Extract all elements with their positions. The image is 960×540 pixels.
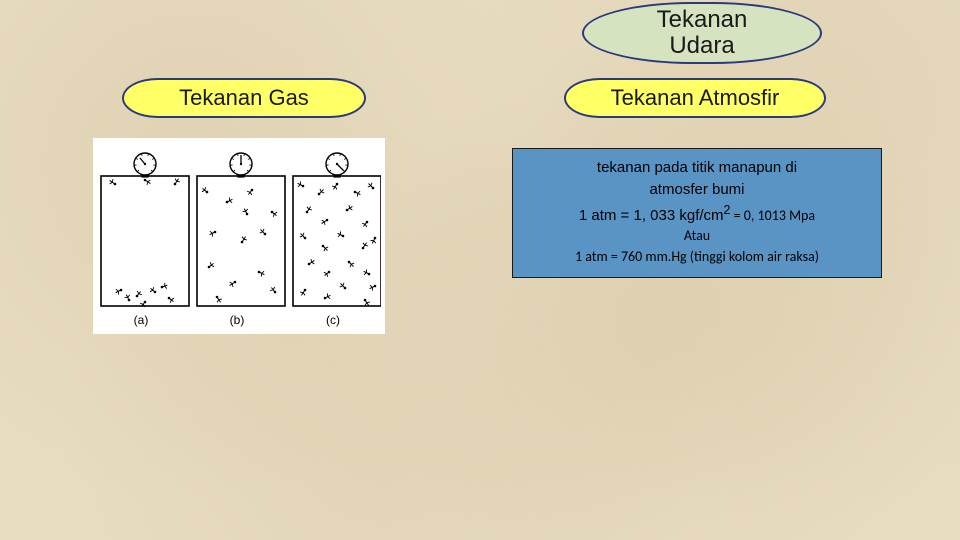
- info-line2: atmosfer bumi: [521, 179, 873, 201]
- title-line2: Udara: [669, 32, 734, 59]
- info-line1: tekanan pada titik manapun di: [521, 157, 873, 179]
- svg-text:(a): (a): [134, 313, 149, 327]
- atmos-info-box: tekanan pada titik manapun di atmosfer b…: [512, 148, 882, 278]
- title-line1: Tekanan: [657, 6, 748, 33]
- info-l3a: 1 atm = 1, 033 kgf/cm: [579, 207, 724, 224]
- info-l3b: = 0, 1013 Mpa: [730, 207, 815, 224]
- gas-diagram: (a) (b) (c): [93, 138, 385, 334]
- gas-pill: Tekanan Gas: [122, 78, 366, 118]
- gas-pill-label: Tekanan Gas: [179, 86, 309, 110]
- info-line4: Atau: [521, 226, 873, 246]
- info-line3: 1 atm = 1, 033 kgf/cm2 = 0, 1013 Mpa: [521, 201, 873, 227]
- title-pill: Tekanan Udara: [582, 2, 822, 64]
- svg-text:(c): (c): [326, 313, 340, 327]
- atmos-pill-label: Tekanan Atmosfir: [611, 86, 780, 110]
- atmos-pill: Tekanan Atmosfir: [564, 78, 826, 118]
- info-line5: 1 atm = 760 mm.Hg (tinggi kolom air raks…: [521, 247, 873, 267]
- gas-diagram-svg: (a) (b) (c): [97, 142, 381, 330]
- svg-text:(b): (b): [230, 313, 245, 327]
